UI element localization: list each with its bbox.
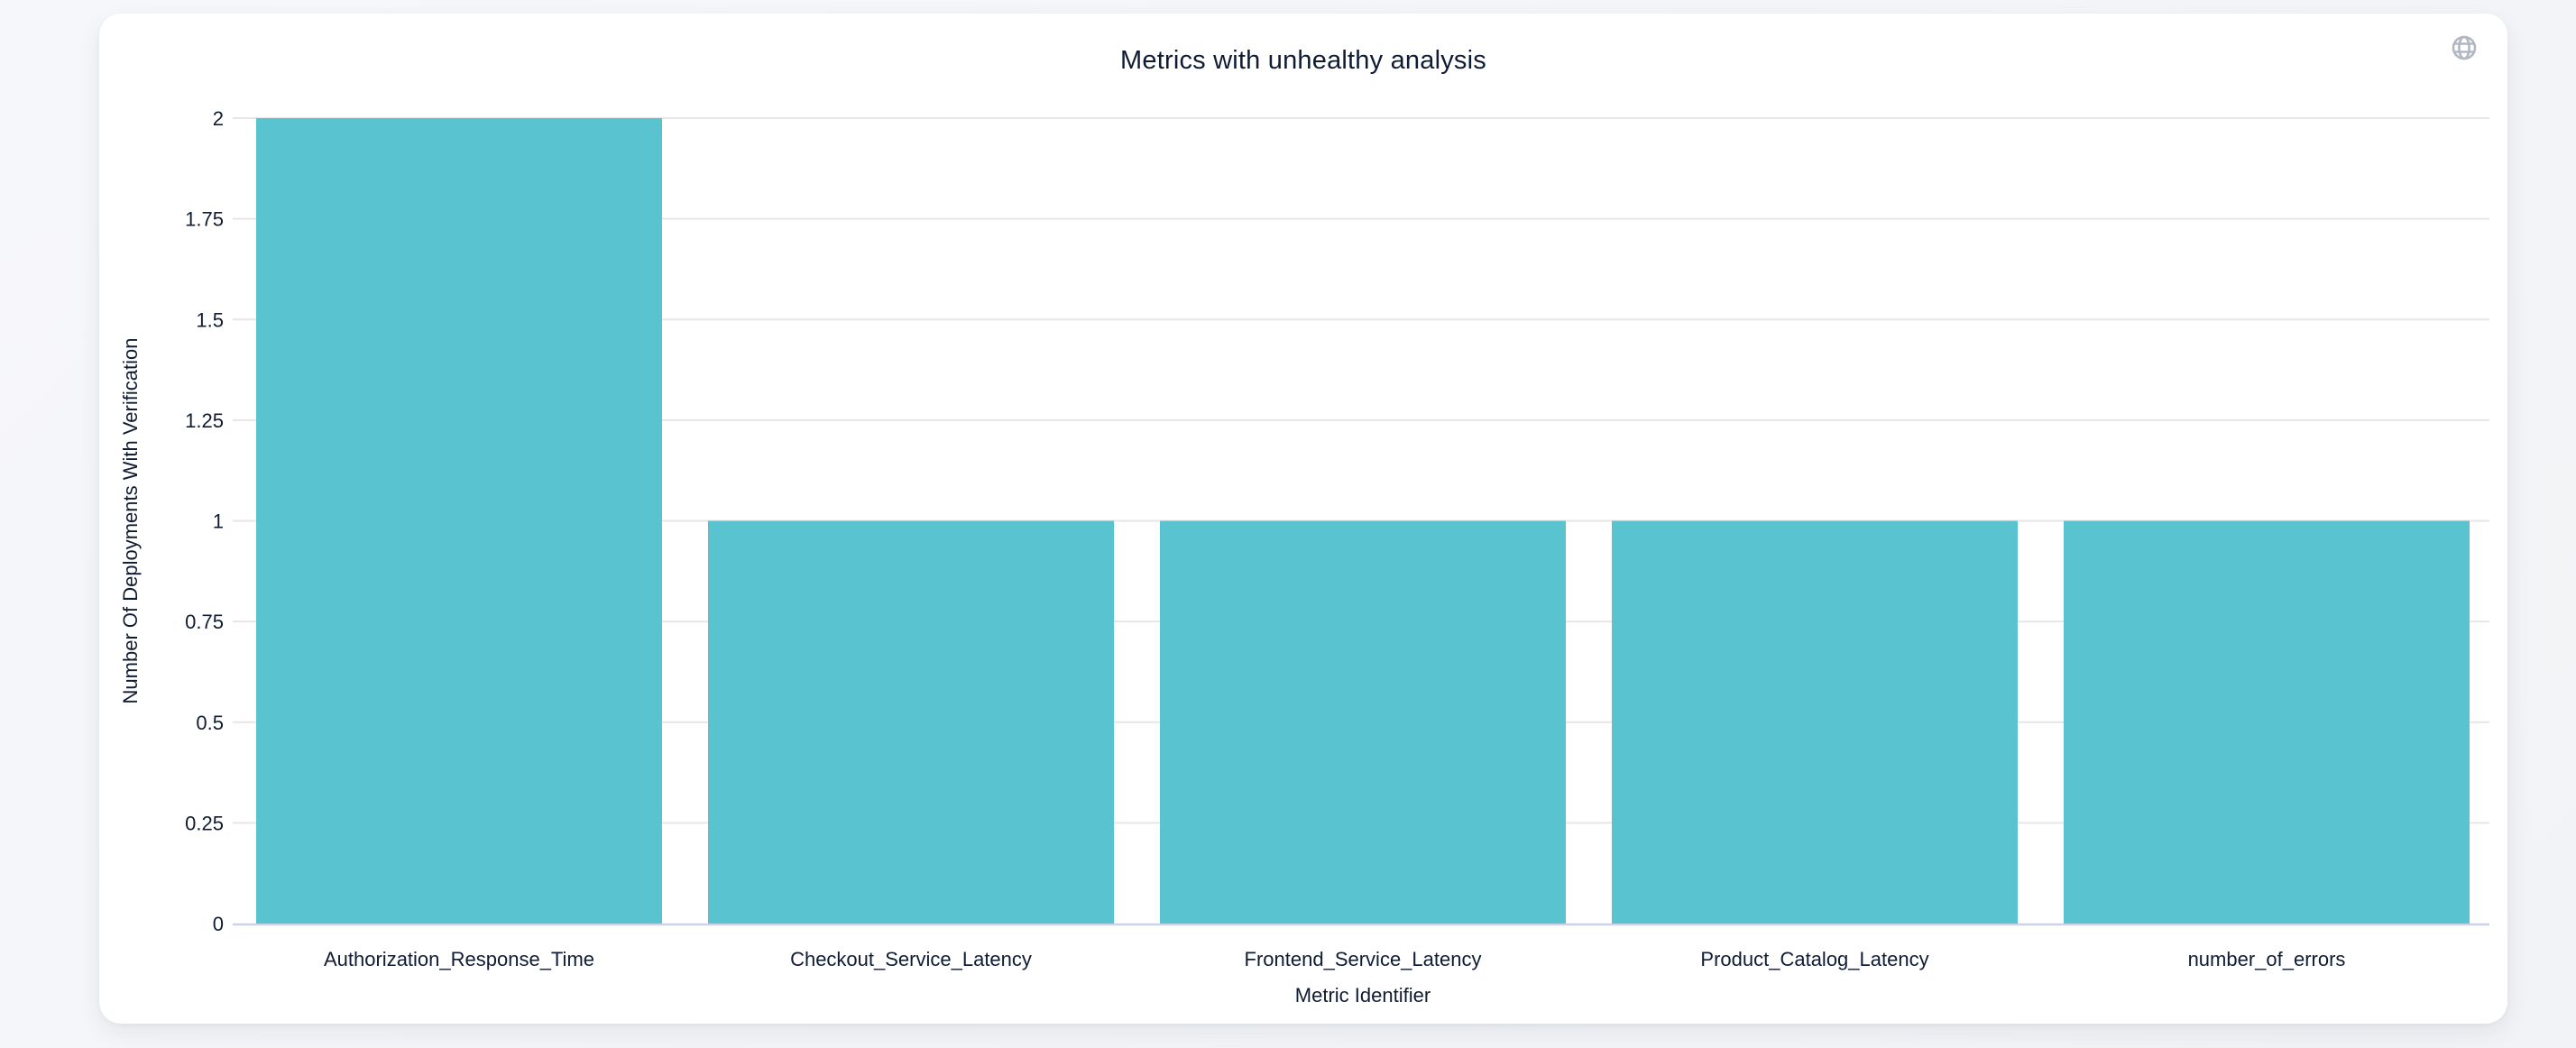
- globe-button[interactable]: [2450, 33, 2479, 62]
- x-category-label: Checkout_Service_Latency: [790, 948, 1032, 970]
- y-tick-label: 0.75: [185, 611, 224, 633]
- y-tick-label: 2: [213, 107, 224, 130]
- bar-Product_Catalog_Latency[interactable]: [1612, 520, 2018, 924]
- chart-title: Metrics with unhealthy analysis: [1120, 46, 1486, 75]
- bar-number_of_errors[interactable]: [2064, 520, 2470, 924]
- x-category-label: Authorization_Response_Time: [324, 948, 594, 970]
- y-tick-label: 0.5: [196, 712, 224, 734]
- y-tick-label: 1: [213, 510, 224, 533]
- x-axis-title: Metric Identifier: [1295, 984, 1431, 1007]
- y-axis-title: Number Of Deployments With Verification: [119, 338, 142, 704]
- y-tick-label: 0.25: [185, 812, 224, 834]
- x-category-label: number_of_errors: [2188, 948, 2346, 970]
- bar-chart: 0 0.25 0.5 0.75 1 1.25 1.5 1.75 2 Authorization_R…: [119, 107, 2489, 1007]
- chart-card: 0 0.25 0.5 0.75 1 1.25 1.5 1.75 2 Authorization_R…: [99, 14, 2507, 1024]
- y-tick-label: 1.5: [196, 308, 224, 331]
- x-category-label: Frontend_Service_Latency: [1245, 948, 1482, 970]
- x-category-label: Product_Catalog_Latency: [1700, 948, 1928, 970]
- bar-Frontend_Service_Latency[interactable]: [1160, 520, 1566, 924]
- globe-icon: [2452, 35, 2477, 60]
- y-tick-label: 0: [213, 913, 224, 935]
- y-tick-label: 1.25: [185, 409, 224, 432]
- bar-Authorization_Response_Time[interactable]: [256, 118, 662, 924]
- bar-Checkout_Service_Latency[interactable]: [708, 520, 1114, 924]
- y-tick-label: 1.75: [185, 208, 224, 231]
